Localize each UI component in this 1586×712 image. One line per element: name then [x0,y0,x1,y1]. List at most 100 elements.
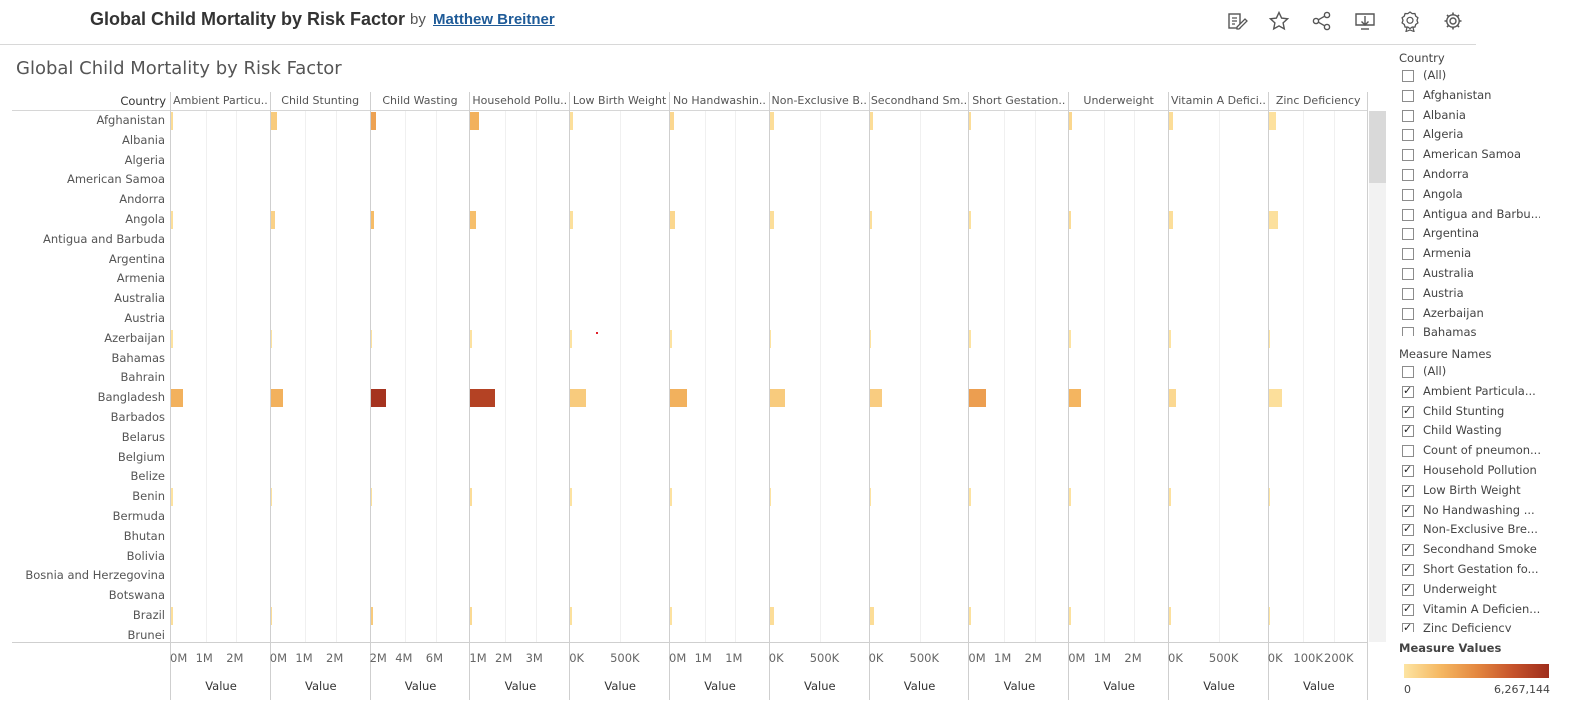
checkbox[interactable] [1402,248,1414,261]
bar[interactable] [470,389,495,408]
bar[interactable] [1069,389,1081,408]
row-label[interactable]: Bermuda [112,509,165,523]
bar[interactable] [270,488,273,507]
row-label[interactable]: Algeria [124,152,165,167]
bar[interactable] [1268,488,1271,507]
checkbox[interactable] [1402,582,1414,596]
bar[interactable] [670,112,675,130]
vertical-scrollbar[interactable] [1369,111,1386,642]
bar[interactable] [1169,488,1171,507]
bar[interactable] [171,329,173,348]
bar[interactable] [470,607,473,625]
checkbox[interactable] [1402,228,1414,241]
bar[interactable] [570,389,587,408]
bar[interactable] [869,329,872,348]
bar[interactable] [1169,112,1174,130]
row-label[interactable]: Angola [125,212,165,226]
row-header-country[interactable]: Country [120,94,166,108]
author-link[interactable]: Matthew Breitner [433,11,555,28]
bar[interactable] [969,211,971,229]
bar[interactable] [1268,329,1271,348]
checkbox[interactable] [1402,327,1414,336]
column-header[interactable]: Underweight [1083,94,1154,107]
bar[interactable] [969,488,971,507]
checkbox[interactable] [1402,169,1414,181]
checkbox[interactable] [1402,366,1414,378]
bar[interactable] [869,607,874,625]
bar[interactable] [370,329,373,348]
column-header[interactable]: Low Birth Weight [572,94,667,107]
bar[interactable] [270,329,273,348]
checkbox[interactable] [1402,287,1414,300]
bar[interactable] [370,112,377,130]
bar[interactable] [171,389,184,408]
country-filter-item[interactable]: Andorra [1402,167,1540,185]
bar[interactable] [1169,329,1171,348]
download-icon[interactable] [1354,10,1376,32]
badge-icon[interactable] [1399,10,1421,33]
bar[interactable] [869,488,872,507]
row-label[interactable]: American Samoa [66,172,165,187]
bar[interactable] [1069,329,1071,348]
bar[interactable] [570,607,573,625]
row-label[interactable]: Bangladesh [97,390,165,405]
bar[interactable] [1069,112,1073,130]
row-label[interactable]: Belize [130,469,165,484]
column-header[interactable]: Vitamin A Defici.. [1170,94,1266,107]
bar[interactable] [670,607,672,625]
row-label[interactable]: Botswana [108,588,165,603]
bar[interactable] [470,211,477,229]
country-filter-item[interactable]: Armenia [1402,246,1540,264]
gear-icon[interactable] [1442,10,1464,32]
row-label[interactable]: Australia [114,291,165,306]
bar[interactable] [171,488,173,507]
bar[interactable] [769,211,774,229]
row-label[interactable]: Bahrain [120,370,165,385]
country-filter-item[interactable]: Afghanistan [1402,88,1540,106]
bar[interactable] [370,211,375,229]
checkbox[interactable] [1402,463,1414,477]
country-filter-list[interactable]: (All) Afghanistan Albania Algeria American S… [1398,68,1540,336]
bar[interactable] [769,488,772,507]
checkbox[interactable] [1402,423,1414,438]
bar[interactable] [1069,488,1071,507]
country-filter-item[interactable]: Algeria [1402,127,1540,145]
bar[interactable] [270,607,273,625]
column-header[interactable]: No Handwashin.. [672,94,766,107]
country-filter-item[interactable]: Bahamas [1402,325,1540,336]
bar[interactable] [670,488,672,507]
checkbox[interactable] [1402,562,1414,576]
star-icon[interactable] [1268,10,1290,32]
column-header[interactable]: Secondhand Sm.. [870,94,968,107]
column-header[interactable]: Ambient Particu.. [173,94,268,107]
checkbox[interactable] [1402,384,1414,398]
row-label[interactable]: Albania [122,132,165,147]
measure-filter-item[interactable]: Child Wasting [1402,423,1540,441]
measure-filter-item[interactable]: Underweight [1402,582,1540,600]
bar[interactable] [570,329,572,348]
checkbox[interactable] [1402,208,1414,221]
checkbox[interactable] [1402,483,1414,497]
country-filter-item[interactable]: Albania [1402,108,1540,126]
column-header[interactable]: Non-Exclusive B.. [771,94,867,107]
country-filter-item[interactable]: (All) [1402,68,1540,86]
row-label[interactable]: Bosnia and Herzegovina [25,568,165,583]
checkbox[interactable] [1402,542,1414,557]
scrollbar-thumb[interactable] [1369,111,1386,183]
checkbox[interactable] [1402,307,1414,320]
bar[interactable] [470,329,472,348]
measure-filter-item[interactable]: Low Birth Weight [1402,483,1540,501]
row-label[interactable]: Bhutan [123,528,165,543]
measure-filter-item[interactable]: Count of pneumon... [1402,443,1540,461]
bar[interactable] [969,607,971,625]
row-label[interactable]: Belgium [117,449,165,464]
bar[interactable] [570,211,573,229]
checkbox[interactable] [1402,70,1414,82]
bar[interactable] [570,112,574,130]
bar[interactable] [370,389,387,408]
bar[interactable] [869,211,873,229]
checkbox[interactable] [1402,89,1414,102]
bar[interactable] [470,112,479,130]
bar[interactable] [1069,211,1072,229]
row-label[interactable]: Brazil [132,608,165,622]
